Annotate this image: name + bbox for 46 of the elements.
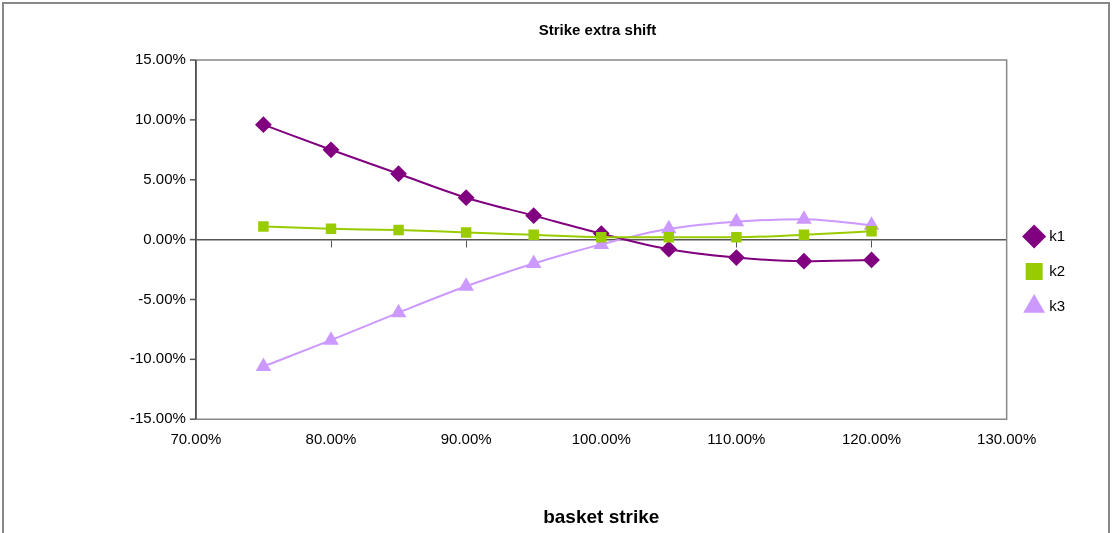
point <box>391 304 406 318</box>
y-tick-label: -5.00% <box>138 289 186 307</box>
point <box>796 211 812 224</box>
point <box>325 223 337 235</box>
y-tick-label: 10.00% <box>134 110 186 128</box>
point <box>660 241 677 258</box>
point <box>795 253 812 270</box>
x-axis-title: basket strike <box>543 505 660 527</box>
x-tick-label: 130.00% <box>977 430 1037 448</box>
x-tick-label: 70.00% <box>170 430 222 448</box>
chart-title: Strike extra shift <box>538 21 657 39</box>
point <box>459 278 474 291</box>
point <box>866 225 877 237</box>
point <box>731 231 742 243</box>
point <box>525 207 542 224</box>
y-tick-label: 15.00% <box>134 50 186 68</box>
y-tick-label: 5.00% <box>143 169 186 187</box>
point <box>256 358 271 372</box>
point <box>390 165 407 182</box>
point <box>460 227 472 238</box>
point <box>323 332 339 345</box>
point <box>458 189 475 206</box>
legend-label: k1 <box>1049 226 1065 244</box>
point <box>393 224 404 236</box>
point <box>258 221 269 232</box>
point <box>728 249 745 266</box>
point <box>323 141 339 158</box>
x-tick-label: 120.00% <box>841 430 902 448</box>
point <box>596 231 607 243</box>
point <box>526 255 541 269</box>
y-tick-label: 0.00% <box>143 229 186 247</box>
x-tick-label: 90.00% <box>440 430 492 448</box>
x-tick-label: 80.00% <box>305 430 357 448</box>
point <box>663 231 675 243</box>
x-tick-label: 100.00% <box>571 430 631 448</box>
point <box>798 229 810 241</box>
point <box>863 251 880 268</box>
point <box>255 116 272 133</box>
y-tick-label: -15.00% <box>129 409 186 427</box>
point <box>528 229 539 241</box>
x-tick-label: 110.00% <box>707 430 766 448</box>
point <box>661 220 676 234</box>
point <box>729 213 744 227</box>
legend-label: k2 <box>1049 261 1065 279</box>
legend-label: k3 <box>1049 296 1065 314</box>
y-tick-label: -10.00% <box>129 349 186 367</box>
